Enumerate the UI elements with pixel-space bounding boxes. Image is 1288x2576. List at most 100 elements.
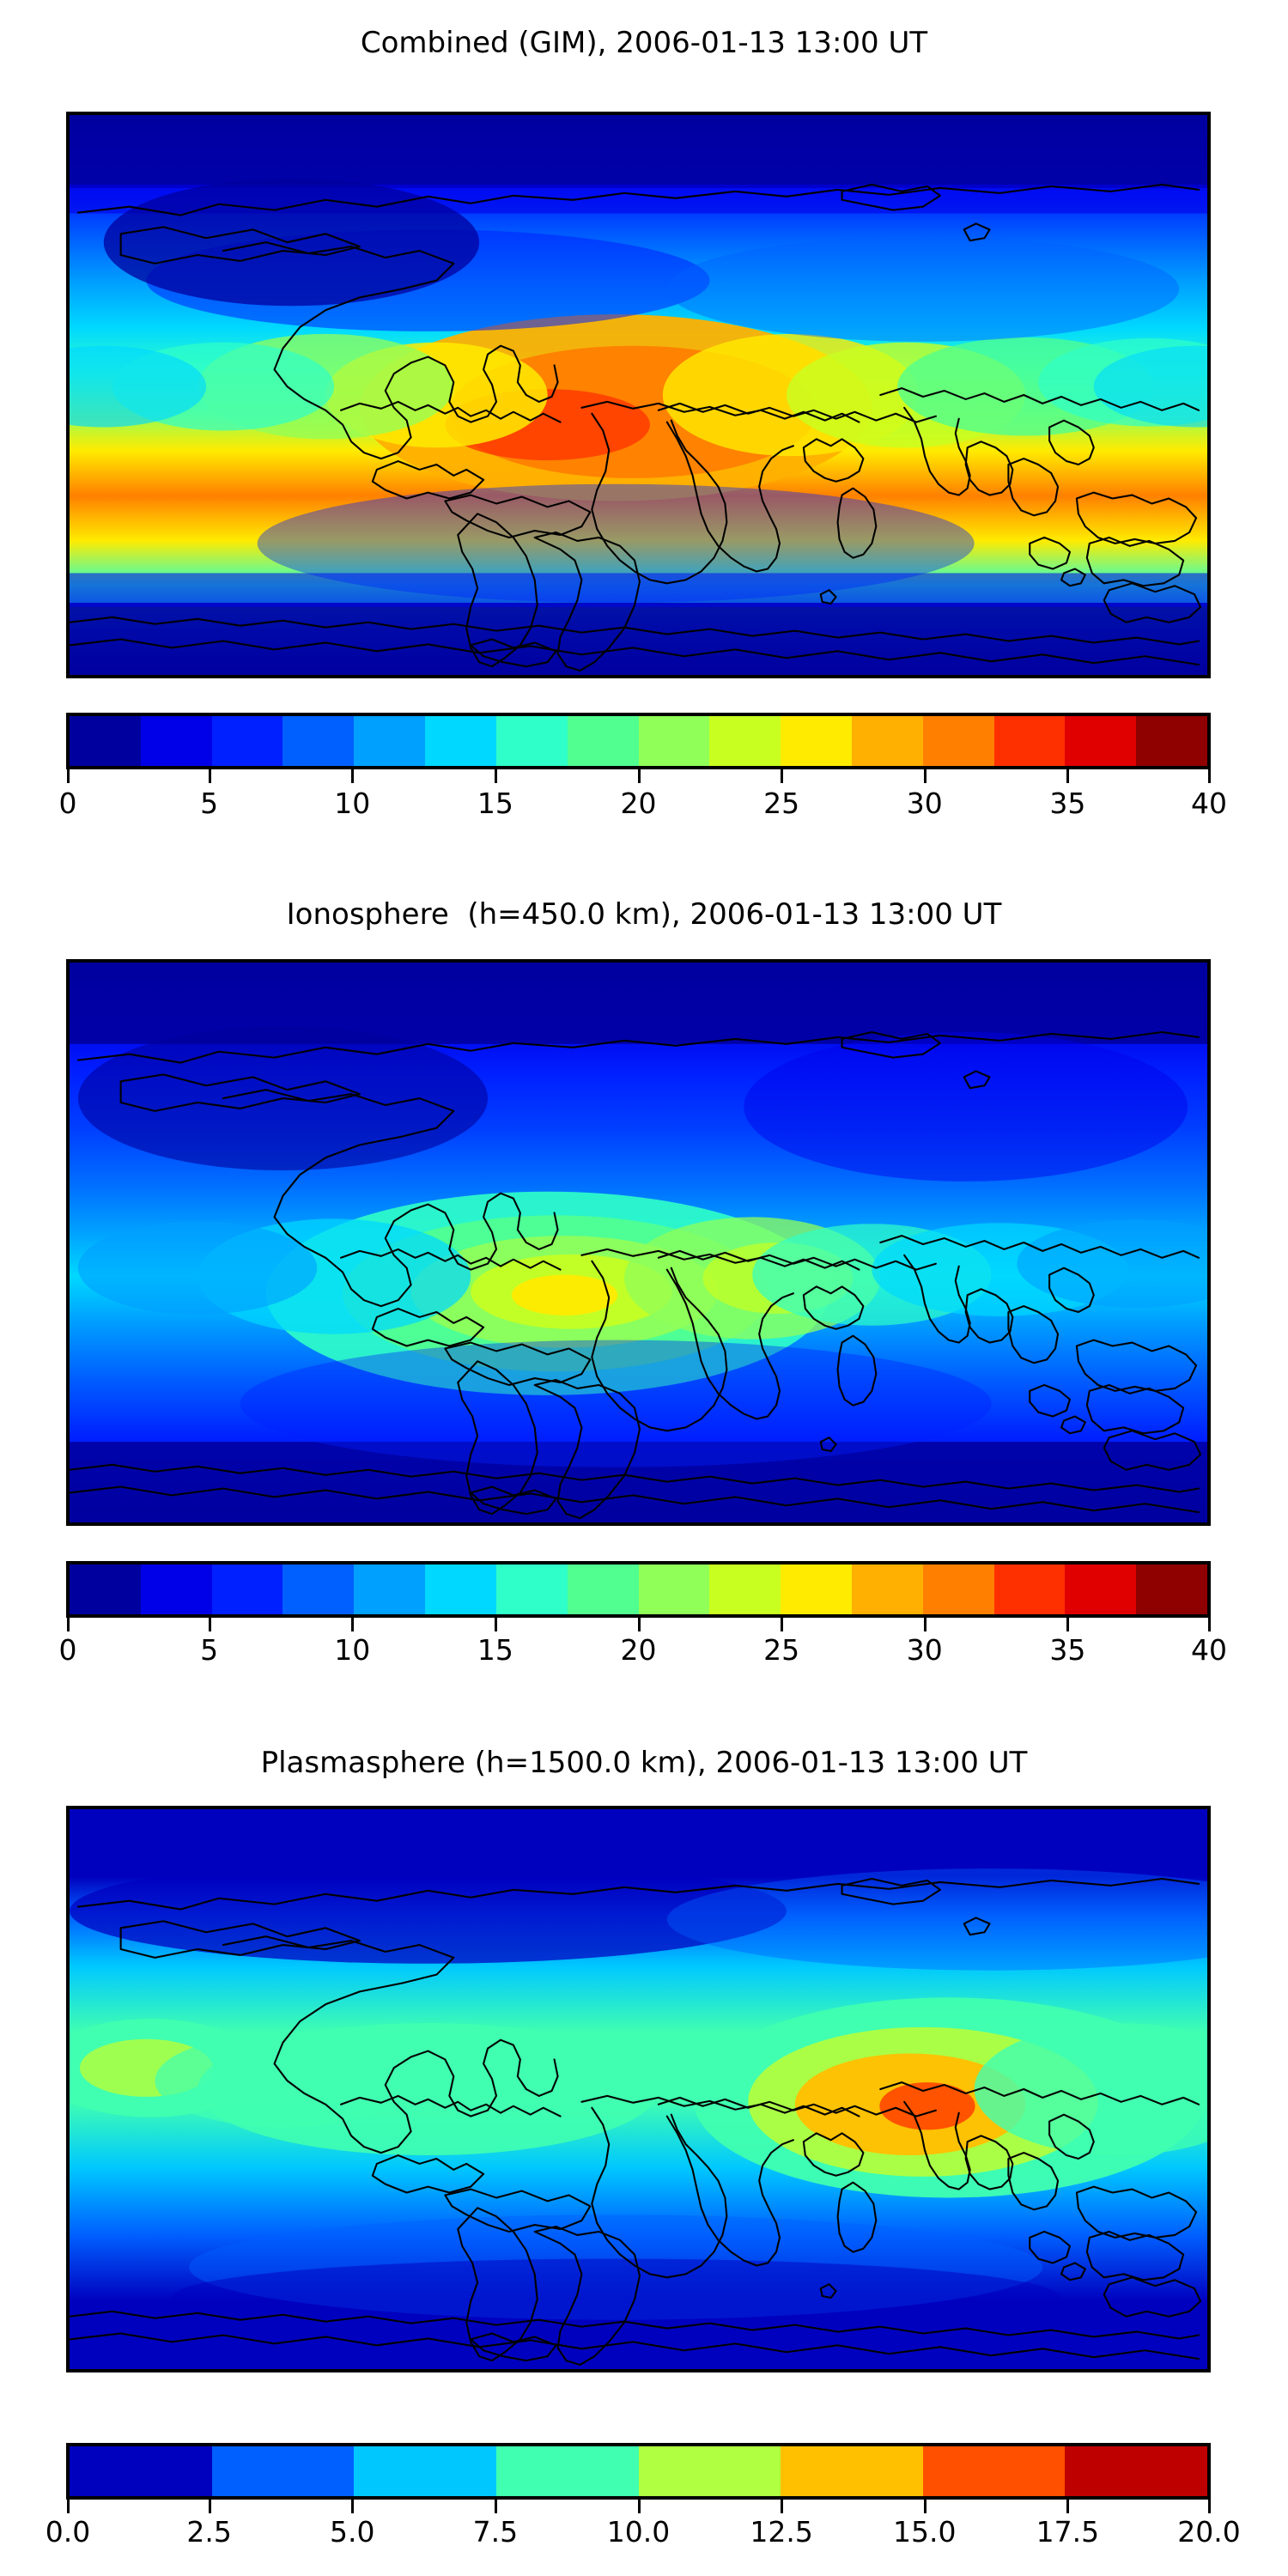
colorbar-tick-4 [637, 2500, 641, 2513]
panel-plasmasphere: Plasmasphere (h=1500.0 km), 2006-01-13 1… [0, 1717, 1288, 2576]
colorbar-tick-label-0: 0.0 [45, 2515, 91, 2549]
colorbar-ticks-combined [66, 769, 1211, 783]
colorbar-tick-label-6: 15.0 [893, 2515, 957, 2549]
colorbar-tick-1 [208, 1618, 211, 1631]
colorbar-tick-label-5: 25 [763, 787, 800, 820]
colorbar-tick-0 [67, 769, 70, 783]
colorbar-band-11 [851, 1564, 923, 1614]
colorbar-band-10 [781, 1564, 852, 1614]
colorbar-band-15 [1136, 1564, 1207, 1614]
colorbar-tick-5 [781, 1618, 784, 1631]
coastlines-combined [70, 183, 1202, 672]
colorbar-tick-label-4: 20 [620, 1633, 657, 1667]
colorbar-band-3 [495, 2446, 639, 2496]
colorbar-tick-2 [351, 1618, 355, 1631]
colorbar-tick-7 [1066, 769, 1070, 783]
colorbar-tick-label-6: 30 [906, 1633, 943, 1667]
colorbar-band-0 [70, 2446, 212, 2496]
colorbar-tick-label-7: 35 [1049, 787, 1086, 820]
colorbar-band-14 [1065, 716, 1137, 766]
colorbar-tick-1 [208, 2500, 211, 2513]
colorbar-tick-6 [923, 769, 927, 783]
colorbar-band-5 [425, 1564, 496, 1614]
colorbar-band-1 [211, 2446, 355, 2496]
colorbar-tick-0 [67, 1618, 70, 1631]
colorbar-band-1 [140, 1564, 212, 1614]
colorbar-band-2 [354, 2446, 496, 2496]
colorbar-tick-6 [923, 2500, 927, 2513]
colorbar-band-6 [922, 2446, 1066, 2496]
colorbar-tick-3 [494, 769, 497, 783]
colorbar-band-10 [781, 716, 852, 766]
colorbar-tick-label-6: 30 [906, 787, 943, 820]
colorbar-band-4 [354, 716, 426, 766]
map-plasmasphere [66, 1806, 1211, 2372]
colorbar-tick-4 [637, 769, 641, 783]
tec-contour-field-ionosphere [70, 963, 1207, 1522]
panel-ionosphere: Ionosphere (h=450.0 km), 2006-01-13 13:0… [0, 859, 1288, 1717]
colorbar-tick-label-3: 15 [477, 1633, 513, 1667]
colorbar-tick-label-1: 2.5 [186, 2515, 232, 2549]
colorbar-tick-1 [208, 769, 211, 783]
colorbar-tick-3 [494, 2500, 497, 2513]
coastlines-ionosphere [70, 1030, 1202, 1520]
colorbar-tick-4 [637, 1618, 641, 1631]
colorbar-band-5 [781, 2446, 923, 2496]
colorbar-tick-label-8: 40 [1191, 1633, 1227, 1667]
panel-title-plasmasphere: Plasmasphere (h=1500.0 km), 2006-01-13 1… [260, 1746, 1028, 1780]
colorbar-tick-5 [781, 769, 784, 783]
panel-combined-gim: Combined (GIM), 2006-01-13 13:00 UT [0, 0, 1288, 859]
colorbar-band-1 [140, 716, 212, 766]
colorbar-tick-6 [923, 1618, 927, 1631]
colorbar-band-12 [922, 1564, 994, 1614]
colorbar-tick-2 [351, 769, 355, 783]
colorbar-band-8 [638, 1564, 710, 1614]
map-combined-gim [66, 112, 1211, 678]
colorbar-band-6 [495, 716, 568, 766]
colorbar-tick-label-2: 5.0 [330, 2515, 375, 2549]
colorbar-band-8 [638, 716, 710, 766]
colorbar-tick-8 [1208, 769, 1211, 783]
colorbar-tick-label-7: 35 [1049, 1633, 1086, 1667]
tec-contour-field-plasmasphere [70, 1809, 1207, 2369]
colorbar-band-7 [1065, 2446, 1207, 2496]
colorbar-tick-label-3: 15 [477, 787, 513, 820]
colorbar-ionosphere [66, 1561, 1211, 1618]
colorbar-band-3 [283, 716, 355, 766]
map-ionosphere [66, 959, 1211, 1526]
colorbar-band-4 [638, 2446, 781, 2496]
colorbar-tick-label-4: 20 [620, 787, 657, 820]
colorbar-tick-label-8: 20.0 [1177, 2515, 1241, 2549]
colorbar-band-2 [211, 716, 283, 766]
colorbar-band-5 [425, 716, 496, 766]
colorbar-plasmasphere [66, 2443, 1211, 2500]
colorbar-band-7 [567, 716, 639, 766]
colorbar-band-13 [993, 1564, 1066, 1614]
colorbar-tick-2 [351, 2500, 355, 2513]
colorbar-tick-label-3: 7.5 [472, 2515, 519, 2549]
colorbar-band-3 [283, 1564, 355, 1614]
colorbar-tick-0 [67, 2500, 70, 2513]
colorbar-labels-plasmasphere: 0.0 2.5 5.0 7.5 10.0 12.5 15.0 17.5 20.0 [0, 2515, 1288, 2553]
colorbar-tick-label-7: 17.5 [1036, 2515, 1100, 2549]
colorbar-band-15 [1136, 716, 1207, 766]
colorbar-tick-label-2: 10 [334, 1633, 371, 1667]
colorbar-ticks-ionosphere [66, 1618, 1211, 1631]
colorbar-band-14 [1065, 1564, 1137, 1614]
colorbar-band-0 [70, 716, 141, 766]
colorbar-tick-label-0: 0 [58, 787, 77, 820]
colorbar-band-7 [567, 1564, 639, 1614]
colorbar-band-0 [70, 1564, 141, 1614]
colorbar-tick-5 [781, 2500, 784, 2513]
colorbar-tick-label-5: 25 [763, 1633, 800, 1667]
colorbar-tick-3 [494, 1618, 497, 1631]
colorbar-band-9 [709, 716, 781, 766]
colorbar-band-11 [851, 716, 923, 766]
colorbar-labels-combined: 0 5 10 15 20 25 30 35 40 [0, 787, 1288, 824]
colorbar-tick-7 [1066, 2500, 1070, 2513]
colorbar-band-4 [354, 1564, 426, 1614]
panel-title-combined: Combined (GIM), 2006-01-13 13:00 UT [360, 26, 928, 60]
colorbar-tick-label-1: 5 [200, 787, 219, 820]
colorbar-band-12 [922, 716, 994, 766]
colorbar-band-9 [709, 1564, 781, 1614]
